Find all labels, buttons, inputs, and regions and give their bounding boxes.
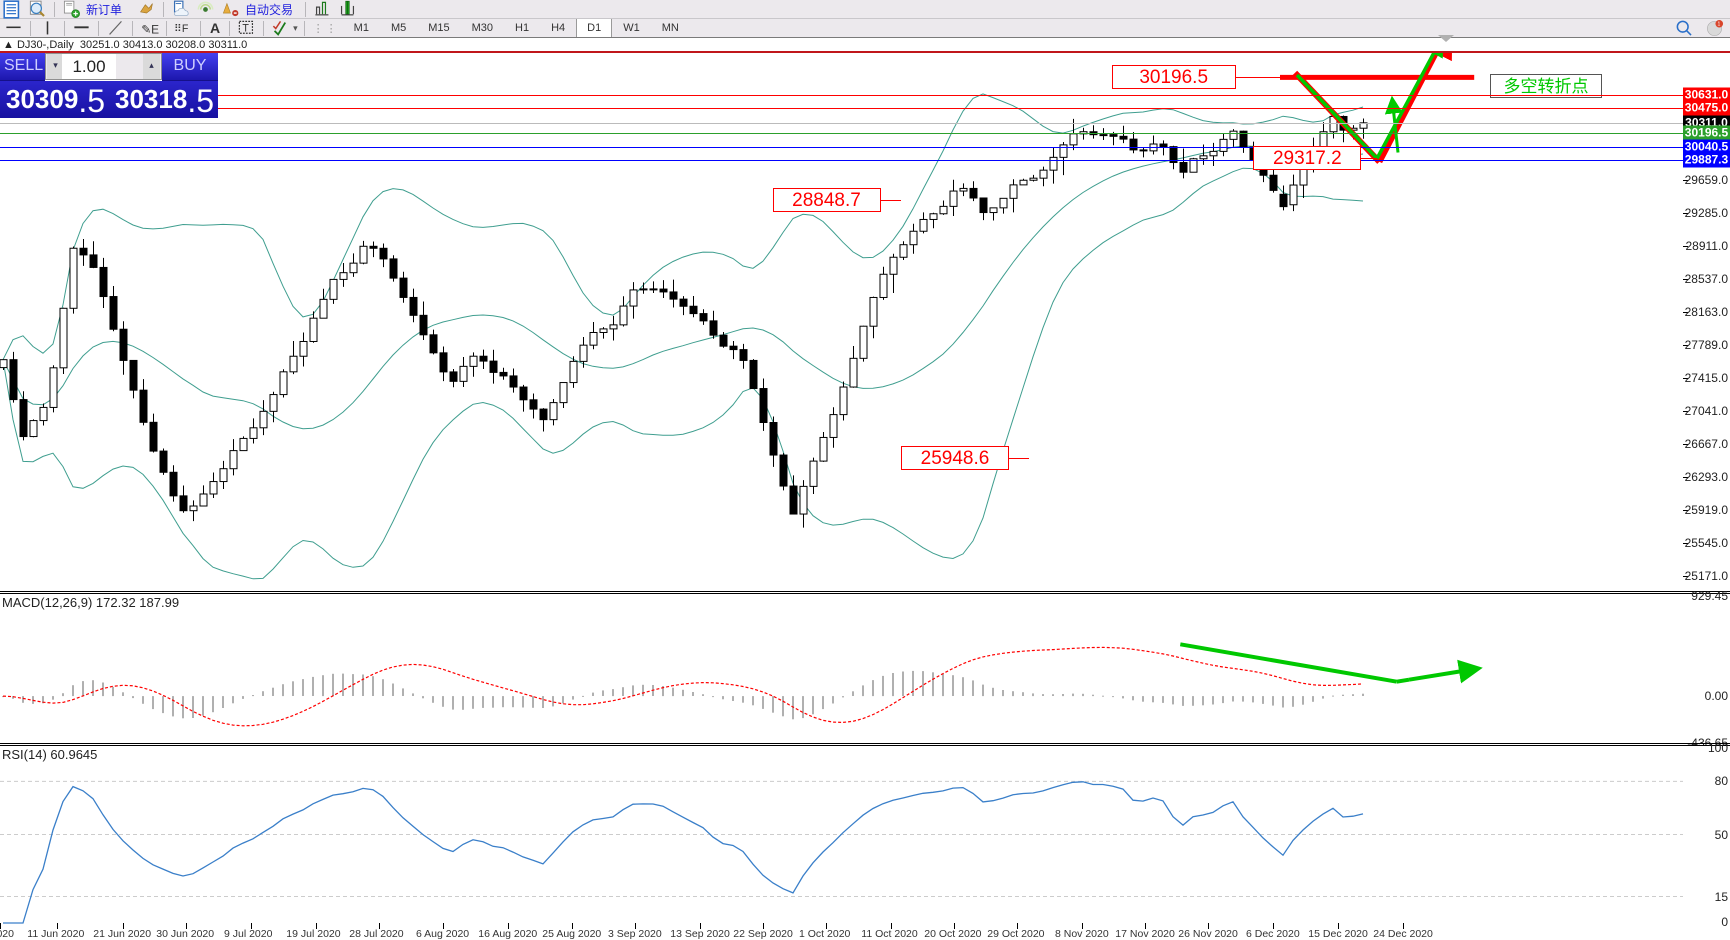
svg-text:1: 1 [1717,21,1720,27]
svg-text:⠿F: ⠿F [174,23,189,35]
svg-text:✎E: ✎E [141,22,159,36]
svg-text:T: T [242,22,249,34]
